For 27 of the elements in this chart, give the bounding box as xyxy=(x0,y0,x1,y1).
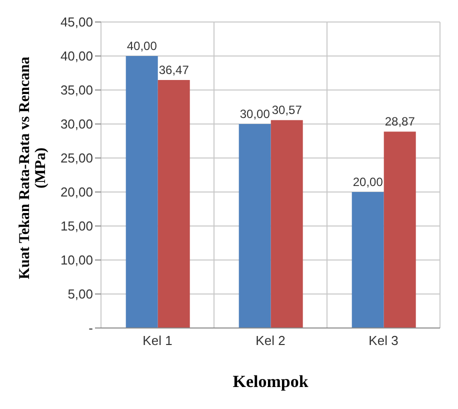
data-label: 40,00 xyxy=(126,39,158,53)
x-axis-title: Kelompok xyxy=(232,372,310,392)
y-tick-label: 5,00 xyxy=(68,286,93,302)
data-label: 28,87 xyxy=(384,114,416,129)
x-tick-label: Kel 1 xyxy=(142,333,172,348)
data-label: 30,00 xyxy=(240,107,270,121)
y-tick-label: - xyxy=(88,320,93,336)
y-tick-label: 40,00 xyxy=(60,48,93,64)
y-tick-label: 10,00 xyxy=(60,252,93,268)
x-tick-label: Kel 3 xyxy=(368,333,398,348)
x-tick-label: Kel 2 xyxy=(256,333,286,348)
y-tick-label: 45,00 xyxy=(60,14,93,30)
y-tick-label: 30,00 xyxy=(60,116,93,132)
data-label: 30,57 xyxy=(272,103,302,118)
bar xyxy=(238,124,271,328)
data-label: 20,00 xyxy=(352,175,384,189)
bar xyxy=(126,56,158,328)
bar xyxy=(158,80,190,328)
y-axis-title: Kuat Tekan Rata-Rata vs Rencana (MPa) xyxy=(17,56,49,282)
y-tick-label: 25,00 xyxy=(60,150,93,166)
bar xyxy=(352,192,384,328)
bar xyxy=(384,132,416,328)
bar xyxy=(270,120,303,328)
data-label: 36,47 xyxy=(158,63,190,78)
y-tick-label: 35,00 xyxy=(60,82,93,98)
y-tick-label: 20,00 xyxy=(60,184,93,200)
y-tick-label: 15,00 xyxy=(60,218,93,234)
